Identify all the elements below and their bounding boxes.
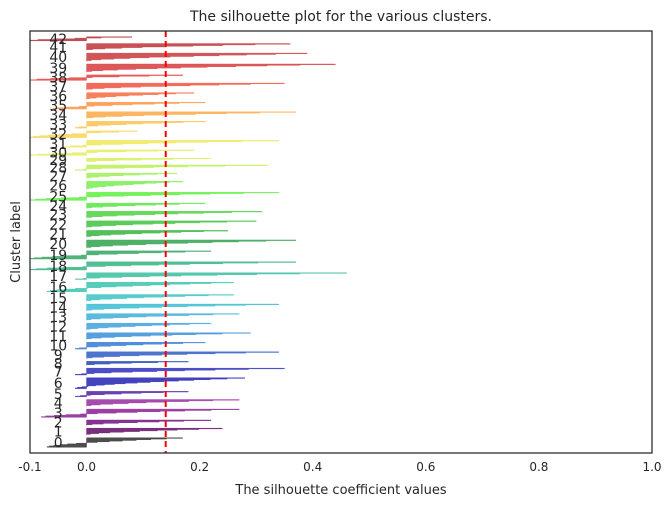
silhouette-bar-cluster-6 bbox=[75, 377, 246, 389]
x-tick-label: 0.4 bbox=[303, 460, 322, 474]
cluster-label-23: 23 bbox=[49, 208, 67, 224]
silhouette-bar-cluster-22 bbox=[86, 220, 257, 228]
x-axis-ticks: -0.1 0.0 0.2 0.4 0.6 0.8 1.0 bbox=[18, 460, 661, 474]
cluster-label-2: 2 bbox=[54, 416, 63, 432]
silhouette-bar-cluster-33 bbox=[75, 121, 206, 129]
cluster-label-38: 38 bbox=[49, 71, 67, 87]
cluster-label-27: 27 bbox=[49, 169, 67, 185]
cluster-label-32: 32 bbox=[49, 127, 67, 143]
cluster-label-6: 6 bbox=[54, 376, 63, 392]
cluster-label-3: 3 bbox=[54, 406, 63, 422]
x-tick-label: 0.6 bbox=[416, 460, 435, 474]
cluster-label-24: 24 bbox=[49, 199, 67, 215]
cluster-label-4: 4 bbox=[54, 396, 63, 412]
silhouette-bar-cluster-35 bbox=[52, 101, 206, 110]
silhouette-bar-cluster-37 bbox=[86, 82, 285, 90]
cluster-label-37: 37 bbox=[49, 80, 67, 96]
silhouette-bar-cluster-28 bbox=[75, 164, 268, 171]
silhouette-bar-cluster-10 bbox=[75, 342, 206, 350]
silhouette-bar-cluster-5 bbox=[75, 391, 189, 398]
cluster-label-19: 19 bbox=[49, 248, 67, 264]
silhouette-bar-cluster-18 bbox=[29, 261, 296, 271]
silhouette-bar-cluster-16 bbox=[46, 282, 234, 292]
silhouette-bars bbox=[29, 36, 347, 448]
silhouette-bar-cluster-19 bbox=[29, 250, 212, 260]
cluster-label-18: 18 bbox=[49, 259, 67, 275]
silhouette-bar-cluster-42 bbox=[29, 36, 132, 42]
silhouette-bar-cluster-24 bbox=[86, 202, 206, 209]
silhouette-bar-cluster-7 bbox=[75, 367, 285, 376]
cluster-label-36: 36 bbox=[49, 89, 67, 105]
silhouette-bar-cluster-36 bbox=[86, 92, 195, 100]
cluster-label-1: 1 bbox=[54, 425, 63, 441]
x-tick-label: -0.1 bbox=[18, 460, 41, 474]
silhouette-bar-cluster-23 bbox=[86, 211, 263, 219]
silhouette-bar-cluster-3 bbox=[41, 408, 240, 418]
cluster-label-20: 20 bbox=[49, 237, 67, 253]
silhouette-bar-cluster-1 bbox=[86, 427, 223, 435]
silhouette-bar-cluster-0 bbox=[46, 437, 183, 448]
silhouette-bar-cluster-15 bbox=[86, 294, 234, 302]
cluster-label-15: 15 bbox=[49, 291, 67, 307]
silhouette-bar-cluster-39 bbox=[86, 63, 336, 73]
cluster-label-34: 34 bbox=[49, 108, 67, 124]
cluster-label-30: 30 bbox=[49, 146, 67, 162]
cluster-label-39: 39 bbox=[49, 61, 67, 77]
cluster-label-22: 22 bbox=[49, 217, 67, 233]
silhouette-bar-cluster-21 bbox=[86, 230, 229, 238]
silhouette-bar-cluster-40 bbox=[86, 52, 308, 62]
cluster-label-29: 29 bbox=[49, 153, 67, 169]
silhouette-bar-cluster-25 bbox=[29, 192, 279, 201]
x-tick-label: 1.0 bbox=[642, 460, 661, 474]
cluster-label-12: 12 bbox=[49, 320, 67, 336]
silhouette-bar-cluster-9 bbox=[86, 351, 279, 359]
silhouette-bar-cluster-27 bbox=[86, 172, 178, 179]
plot-frame bbox=[29, 30, 653, 454]
x-tick-label: 0.2 bbox=[190, 460, 209, 474]
silhouette-bar-cluster-26 bbox=[86, 181, 183, 190]
silhouette-bar-cluster-30 bbox=[29, 149, 195, 156]
y-axis-label: Cluster label bbox=[9, 201, 24, 283]
silhouette-bar-cluster-34 bbox=[86, 111, 296, 119]
silhouette-bar-cluster-32 bbox=[29, 130, 138, 138]
cluster-label-35: 35 bbox=[49, 99, 67, 115]
cluster-labels: 0123456789101112131415161718192021222324… bbox=[49, 32, 67, 452]
cluster-label-9: 9 bbox=[54, 348, 63, 364]
cluster-label-25: 25 bbox=[49, 189, 67, 205]
silhouette-bar-cluster-2 bbox=[86, 419, 212, 426]
chart-title: The silhouette plot for the various clus… bbox=[189, 9, 492, 25]
silhouette-bar-cluster-11 bbox=[86, 332, 251, 340]
silhouette-bar-cluster-38 bbox=[29, 74, 183, 81]
silhouette-bar-cluster-29 bbox=[86, 157, 212, 163]
cluster-label-17: 17 bbox=[49, 269, 67, 285]
cluster-label-13: 13 bbox=[49, 310, 67, 326]
cluster-label-40: 40 bbox=[49, 50, 67, 66]
cluster-label-41: 41 bbox=[49, 40, 67, 56]
silhouette-bar-cluster-14 bbox=[86, 303, 279, 311]
cluster-label-42: 42 bbox=[49, 32, 67, 48]
silhouette-bar-cluster-4 bbox=[86, 399, 240, 407]
x-tick-label: 0.8 bbox=[529, 460, 548, 474]
cluster-label-26: 26 bbox=[49, 178, 67, 194]
cluster-label-16: 16 bbox=[49, 280, 67, 296]
cluster-label-14: 14 bbox=[49, 300, 67, 316]
cluster-label-8: 8 bbox=[54, 356, 63, 372]
cluster-label-10: 10 bbox=[49, 339, 67, 355]
cluster-label-5: 5 bbox=[54, 387, 63, 403]
silhouette-bar-cluster-17 bbox=[75, 272, 347, 280]
x-axis-label: The silhouette coefficient values bbox=[234, 483, 446, 498]
silhouette-bar-cluster-31 bbox=[63, 140, 279, 148]
cluster-label-33: 33 bbox=[49, 118, 67, 134]
cluster-label-0: 0 bbox=[54, 435, 63, 451]
cluster-label-31: 31 bbox=[49, 137, 67, 153]
silhouette-bar-cluster-13 bbox=[86, 313, 240, 321]
cluster-label-21: 21 bbox=[49, 227, 67, 243]
cluster-label-11: 11 bbox=[49, 329, 67, 345]
silhouette-bar-cluster-12 bbox=[86, 322, 212, 330]
cluster-label-28: 28 bbox=[49, 161, 67, 177]
x-tick-label: 0.0 bbox=[77, 460, 96, 474]
silhouette-bar-cluster-8 bbox=[86, 361, 189, 366]
cluster-label-7: 7 bbox=[54, 365, 63, 381]
